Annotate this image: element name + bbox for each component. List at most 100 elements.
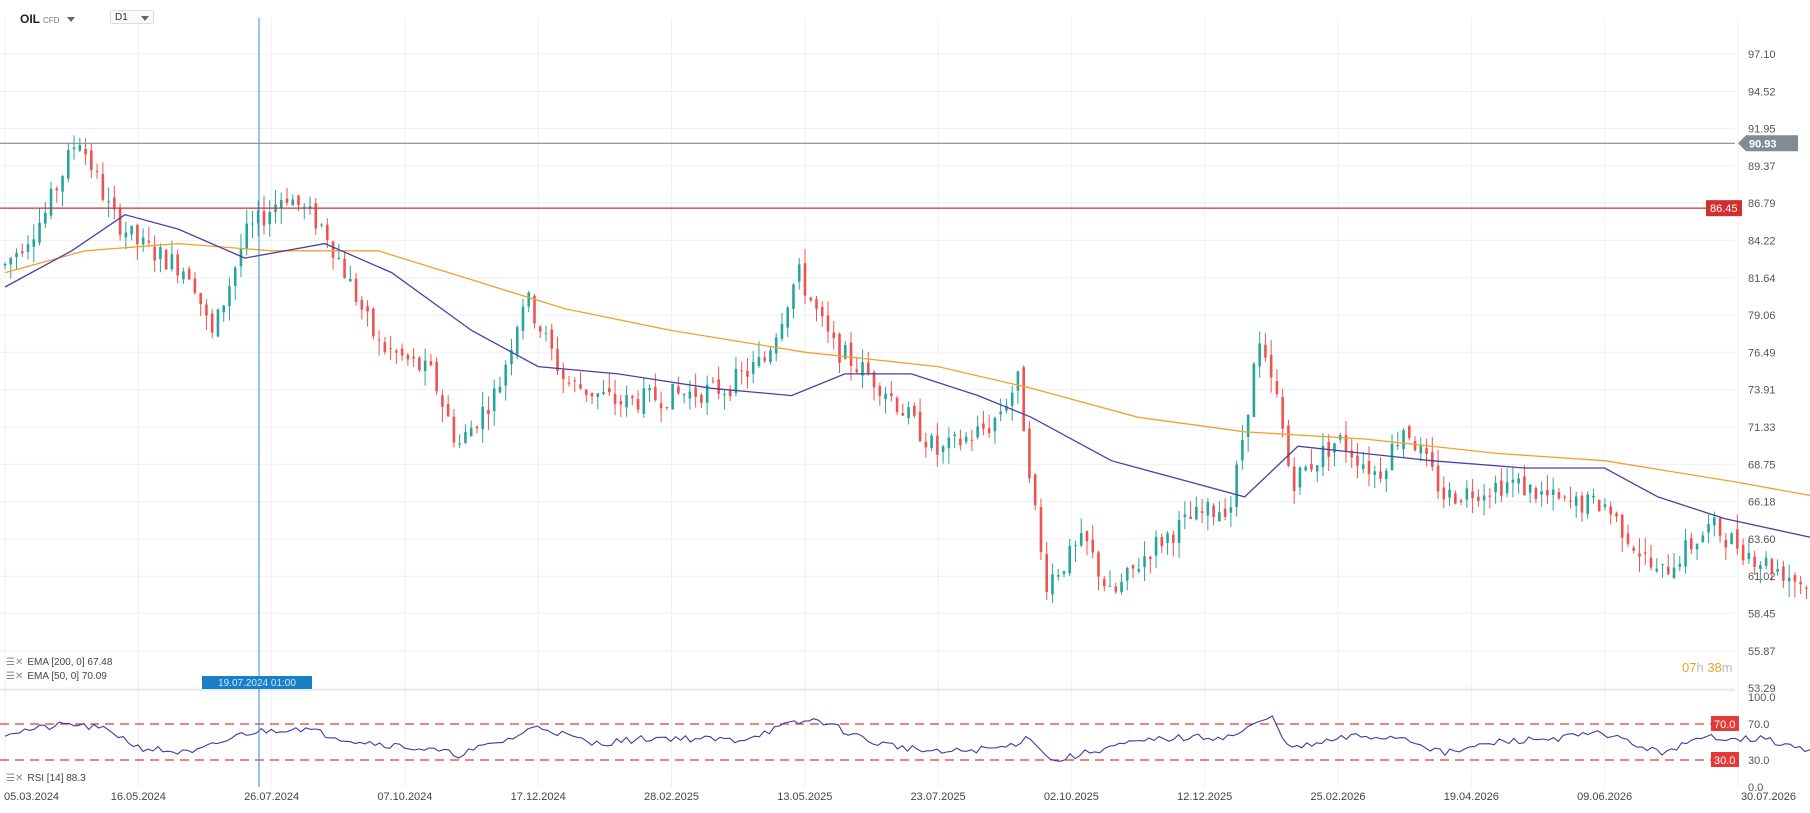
settings-icon[interactable]: ☰✕ [6,773,24,784]
candle-body [228,286,231,307]
candle-body [1212,505,1215,518]
candle [642,378,646,418]
candle [95,163,99,180]
price-tick-label: 94.52 [1748,86,1776,98]
candle-body [1615,513,1618,517]
candle [1730,532,1733,545]
candle [1488,488,1492,509]
candle-body [389,348,392,350]
candle [285,187,289,206]
ema200-legend[interactable]: ☰✕ EMA [200, 0] 67.48 [6,657,112,668]
candle-body [527,292,531,307]
candle-body [210,313,214,333]
candle-body [1649,557,1653,568]
candle [429,354,433,367]
candle-body [1793,575,1797,582]
candle [1390,434,1394,472]
candle [1643,537,1647,565]
settings-icon[interactable]: ☰✕ [6,657,24,668]
candle [210,309,214,339]
candle-body [1177,520,1181,544]
candle-body [1695,544,1699,550]
symbol-selector[interactable]: OIL CFD [20,12,76,26]
candle [1782,560,1785,588]
candle-body [1275,380,1279,395]
candle-body [815,299,818,309]
candle-body [533,296,536,324]
candle-body [1707,524,1710,533]
candle [602,380,605,396]
candle-body [878,386,882,396]
candle [441,389,444,423]
candle [1269,340,1273,393]
price-tick-label: 63.60 [1748,534,1776,546]
rsi-label: RSI [14] 88.3 [27,773,86,784]
date-tick-label: 23.07.2025 [911,791,966,803]
candle-body [366,306,369,312]
candle [325,218,329,249]
candle-body [1310,464,1313,470]
candle-body [458,443,461,445]
date-tick-label: 09.06.2026 [1577,791,1632,803]
candle-body [1563,496,1566,498]
candle-body [751,362,755,374]
candle-body [941,446,945,453]
timeframe-selector[interactable]: D1 [110,10,154,24]
candle [1551,477,1555,511]
candle [78,137,82,153]
price-tick-label: 55.87 [1748,646,1776,658]
candle [705,375,709,415]
price-tick-label: 58.45 [1748,608,1776,620]
candle-body [1246,414,1250,437]
candle-body [291,199,295,206]
candle [176,249,179,284]
rsi-tick-label: 100.0 [1748,692,1776,704]
candle-body [199,293,202,305]
candle [631,394,634,406]
candle [838,332,841,374]
candle-body [1033,474,1037,506]
candle-body [1690,538,1693,550]
candle [1079,518,1083,548]
candle-body [67,150,70,179]
candle-body [20,251,24,254]
candle-body [1759,565,1762,569]
candle [1074,540,1077,562]
candle [1436,449,1440,499]
candle-body [1442,487,1446,500]
candle-body [1505,482,1509,494]
candle [49,181,53,220]
candle-body [1356,455,1359,466]
candle-body [349,278,352,282]
candle [1799,575,1802,594]
candle [895,395,899,415]
crosshair-date-label: 19.07.2024 01:00 [218,678,296,689]
candle-body [446,404,450,417]
candle-body [579,384,582,389]
candle-body [498,386,502,393]
candle-body [1620,514,1624,538]
candle-body [1425,448,1428,455]
candle [170,240,174,272]
candle-body [372,308,375,337]
candle-body [418,357,421,370]
candle [1310,449,1313,473]
price-tick-label: 66.18 [1748,497,1776,509]
rsi-legend[interactable]: ☰✕ RSI [14] 88.3 [6,773,86,784]
candle [389,335,392,361]
candle [1241,424,1244,470]
settings-icon[interactable]: ☰✕ [6,671,24,682]
candle-body [694,387,697,397]
candle-body [1741,544,1745,561]
candle-body [1114,586,1118,592]
candle-body [1160,537,1164,547]
candle-body [153,246,156,261]
candle [1045,541,1049,600]
candle [890,381,893,402]
candle-body [803,263,807,296]
candle [654,373,657,402]
ema50-legend[interactable]: ☰✕ EMA [50, 0] 70.09 [6,671,107,682]
candle [256,200,260,237]
candle-body [780,323,784,339]
